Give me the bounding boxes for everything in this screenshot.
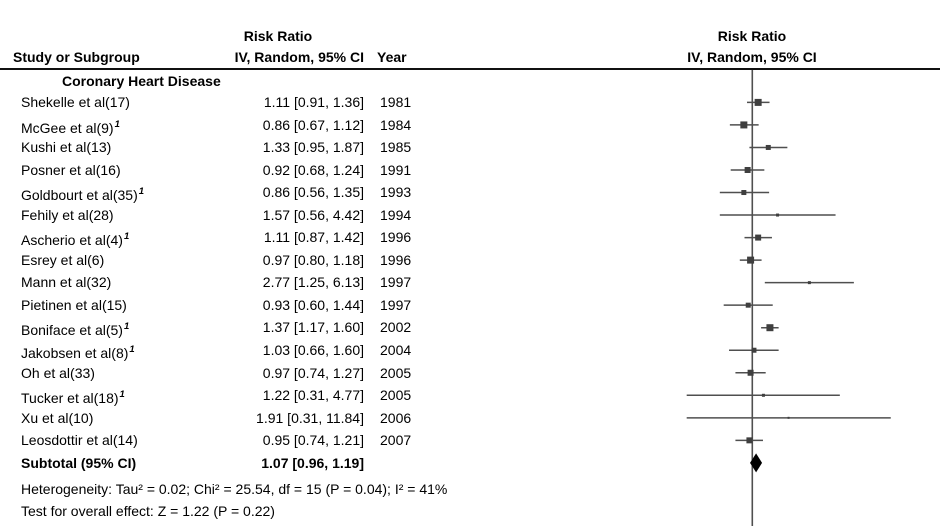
study-name: Jakobsen et al(8)1 <box>21 343 135 361</box>
study-name: Oh et al(33) <box>21 364 95 381</box>
study-name: Mann et al(32) <box>21 274 112 291</box>
study-year: 1994 <box>380 206 412 223</box>
footnote-mark: 1 <box>138 186 145 198</box>
effect-marker <box>787 416 790 419</box>
study-year: 1993 <box>380 184 412 201</box>
study-effect: 1.33 [0.95, 1.87] <box>262 139 364 156</box>
study-name: Goldbourt et al(35)1 <box>21 186 145 204</box>
subtotal-effect: 1.07 [0.96, 1.19] <box>261 454 364 471</box>
study-effect: 1.11 [0.87, 1.42] <box>263 229 364 246</box>
study-year: 2007 <box>380 432 412 449</box>
study-name: Tucker et al(18)1 <box>21 389 125 406</box>
study-year: 1997 <box>380 274 412 291</box>
effect-marker <box>744 166 751 173</box>
effect-marker <box>747 369 754 376</box>
subtotal-label: Subtotal (95% CI) <box>21 454 137 471</box>
study-effect: 1.03 [0.66, 1.60] <box>262 341 364 358</box>
study-year: 1981 <box>380 94 412 111</box>
effect-marker <box>754 98 762 106</box>
study-name: Kushi et al(13) <box>21 139 112 156</box>
study-effect: 0.97 [0.74, 1.27] <box>262 364 364 381</box>
study-year: 2002 <box>380 319 412 336</box>
study-name: Boniface et al(5)1 <box>21 321 130 339</box>
study-effect: 1.11 [0.91, 1.36] <box>263 94 364 111</box>
study-effect: 0.97 [0.80, 1.18] <box>262 251 364 268</box>
overall-effect-stats: Test for overall effect: Z = 1.22 (P = 0… <box>21 502 275 519</box>
footnote-mark: 1 <box>114 118 120 130</box>
study-name: Pietinen et al(15) <box>21 296 127 313</box>
study-name: Ascherio et al(4)1 <box>21 231 130 249</box>
study-name: Shekelle et al(17) <box>21 94 130 111</box>
study-year: 1997 <box>380 296 412 313</box>
study-name: Fehily et al(28) <box>21 206 114 223</box>
study-effect: 2.77 [1.25, 6.13] <box>262 274 364 291</box>
study-effect: 1.37 [1.17, 1.60] <box>262 319 364 336</box>
left-effect-header-line2: IV, Random, 95% CI <box>234 49 364 65</box>
effect-marker <box>766 324 774 332</box>
column-header-study: Study or Subgroup <box>13 49 140 65</box>
study-year: 1991 <box>380 161 412 178</box>
effect-marker <box>746 437 753 444</box>
study-effect: 1.57 [0.56, 4.42] <box>262 206 364 223</box>
subtotal-diamond <box>750 453 763 473</box>
study-effect: 0.93 [0.60, 1.44] <box>262 296 364 313</box>
study-name: Leosdottir et al(14) <box>21 432 138 449</box>
study-name: Esrey et al(6) <box>21 251 105 268</box>
study-effect: 1.22 [0.31, 4.77] <box>262 387 364 403</box>
study-year: 2006 <box>380 409 412 426</box>
effect-marker <box>755 234 762 241</box>
effect-marker <box>765 144 771 150</box>
study-effect: 0.95 [0.74, 1.21] <box>262 432 364 449</box>
effect-marker <box>741 190 747 196</box>
effect-marker <box>807 281 811 285</box>
study-name: Xu et al(10) <box>21 409 94 426</box>
study-effect: 0.86 [0.56, 1.35] <box>262 184 364 201</box>
study-year: 1984 <box>380 116 412 133</box>
heterogeneity-stats: Heterogeneity: Tau² = 0.02; Chi² = 25.54… <box>21 481 448 498</box>
effect-marker <box>761 393 765 397</box>
study-effect: 0.86 [0.67, 1.12] <box>262 116 364 133</box>
study-effect: 1.91 [0.31, 11.84] <box>256 409 364 426</box>
study-year: 2005 <box>380 387 412 403</box>
study-year: 1996 <box>380 251 412 268</box>
footnote-mark: 1 <box>129 343 135 355</box>
footnote-mark: 1 <box>119 389 125 400</box>
column-header-year: Year <box>377 49 407 65</box>
footnote-mark: 1 <box>123 321 130 333</box>
plot-header-line2: IV, Random, 95% CI <box>687 49 817 65</box>
effect-marker <box>751 347 757 353</box>
study-year: 1985 <box>380 139 412 156</box>
study-name: McGee et al(9)1 <box>21 118 120 136</box>
header-rule <box>0 68 940 70</box>
study-year: 1996 <box>380 229 412 246</box>
study-year: 2005 <box>380 364 412 381</box>
effect-marker <box>776 213 780 217</box>
study-year: 2004 <box>380 341 412 358</box>
footnote-mark: 1 <box>123 231 130 243</box>
effect-marker <box>740 121 748 129</box>
effect-marker <box>745 302 751 308</box>
subgroup-title: Coronary Heart Disease <box>62 72 221 89</box>
study-effect: 0.92 [0.68, 1.24] <box>262 161 364 178</box>
plot-header-line1: Risk Ratio <box>717 28 787 44</box>
left-effect-header-line1: Risk Ratio <box>243 28 313 44</box>
study-name: Posner et al(16) <box>21 161 121 178</box>
effect-marker <box>747 256 755 264</box>
